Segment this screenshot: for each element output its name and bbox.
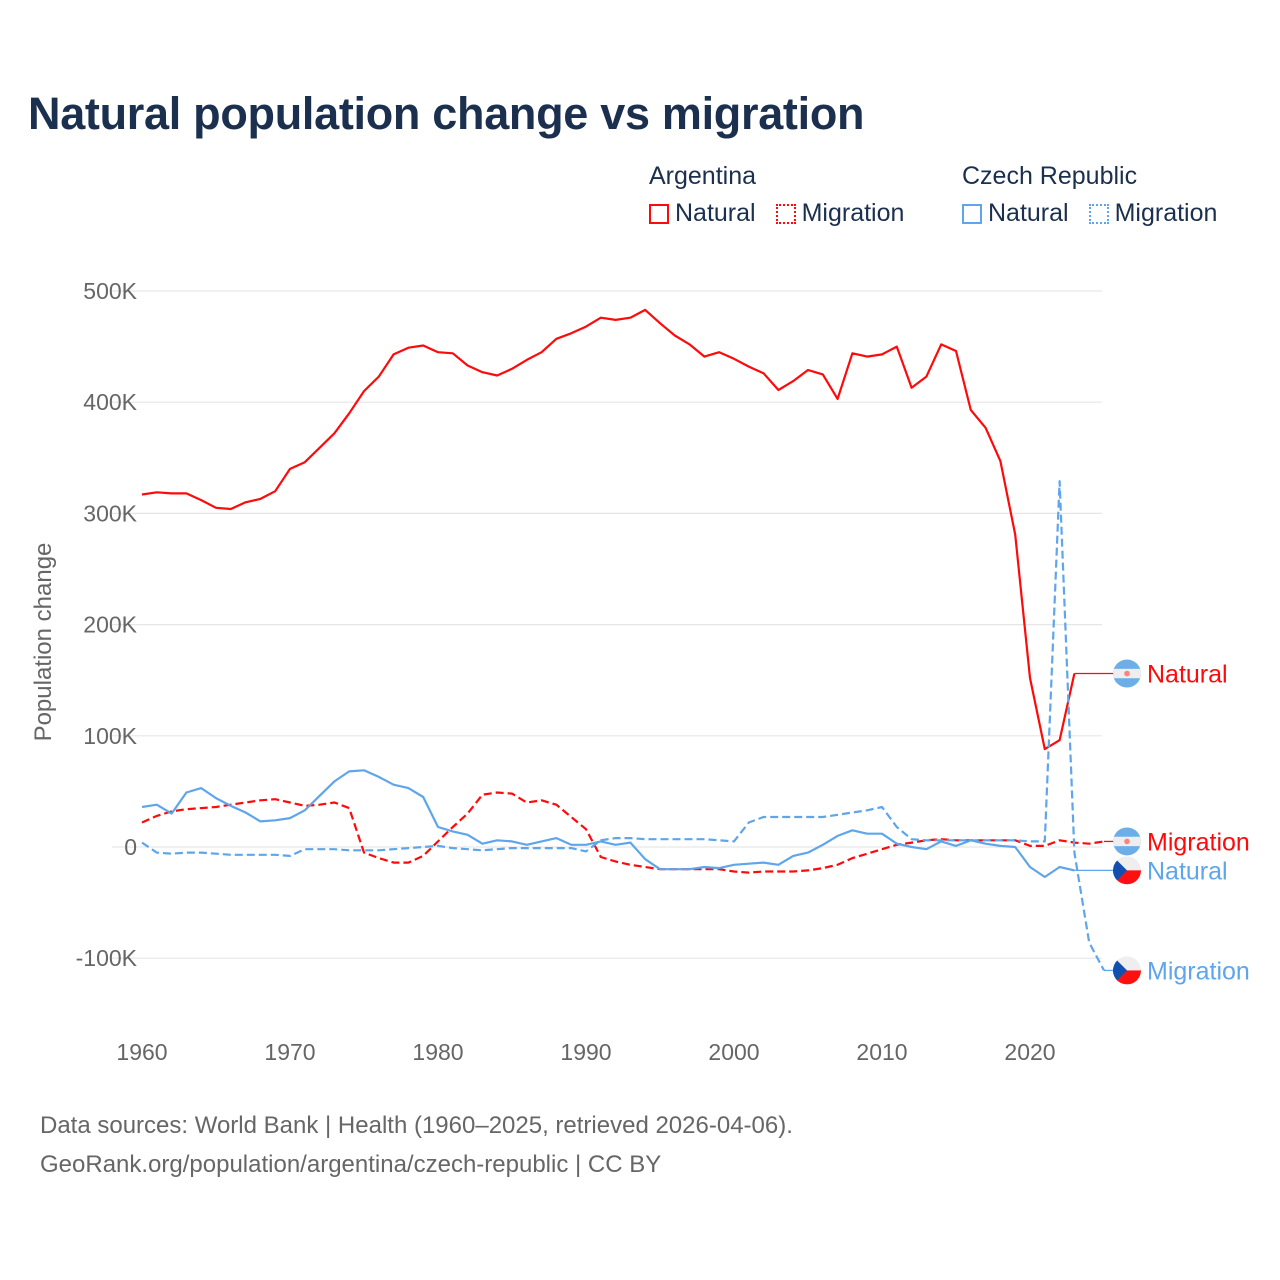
chart-title: Natural population change vs migration xyxy=(28,88,865,139)
x-tick-label: 1970 xyxy=(264,1039,315,1065)
legend-item-argentina-natural[interactable]: Natural xyxy=(649,199,756,228)
x-tick-label: 2000 xyxy=(708,1039,759,1065)
y-tick-label: 500K xyxy=(83,278,137,304)
y-tick-label: 200K xyxy=(83,612,137,638)
end-label: Natural xyxy=(1147,661,1228,689)
end-label: Migration xyxy=(1147,957,1250,985)
y-tick-label: 100K xyxy=(83,723,137,749)
legend-label: Migration xyxy=(801,199,905,227)
series-line-argentina-natural[interactable] xyxy=(141,308,1076,751)
czech-flag-icon xyxy=(1113,956,1141,985)
y-tick-label: 400K xyxy=(83,389,137,415)
legend-group-title: Argentina xyxy=(649,162,757,190)
y-axis-label: Population change xyxy=(30,543,57,742)
y-tick-label: -100K xyxy=(76,945,138,971)
x-tick-label: 1960 xyxy=(116,1039,167,1065)
legend-label: Natural xyxy=(988,199,1069,227)
series-line-czech-republic-natural[interactable] xyxy=(141,769,1075,879)
attribution-line: GeoRank.org/population/argentina/czech-r… xyxy=(40,1151,662,1178)
y-tick-label: 0 xyxy=(124,834,137,860)
end-label: Natural xyxy=(1147,857,1228,885)
legend-group-title: Czech Republic xyxy=(962,162,1138,190)
legend-group-argentina: Argentina Natural Migration xyxy=(649,162,924,228)
solid-swatch-icon xyxy=(649,203,669,224)
end-label: Migration xyxy=(1147,828,1250,856)
legend-item-czech-natural[interactable]: Natural xyxy=(962,199,1069,228)
y-tick-label: 300K xyxy=(83,500,137,526)
series-line-argentina-migration[interactable] xyxy=(141,791,1105,874)
legend-item-argentina-migration[interactable]: Migration xyxy=(775,199,905,228)
czech-flag-icon xyxy=(1113,856,1141,885)
dotted-swatch-icon xyxy=(775,203,796,224)
series-line-czech-republic-migration[interactable] xyxy=(141,480,1105,971)
x-tick-label: 1980 xyxy=(412,1039,463,1065)
legend-group-czech-republic: Czech Republic Natural Migration xyxy=(962,162,1237,228)
x-tick-label: 2010 xyxy=(856,1039,907,1065)
dotted-swatch-icon xyxy=(1088,203,1109,224)
x-tick-label: 2020 xyxy=(1004,1039,1055,1065)
argentina-flag-icon xyxy=(1113,827,1141,856)
argentina-flag-icon xyxy=(1113,659,1141,688)
legend-label: Migration xyxy=(1114,199,1218,227)
source-footer: Data sources: World Bank | Health (1960–… xyxy=(40,1106,793,1184)
x-tick-label: 1990 xyxy=(560,1039,611,1065)
source-line: Data sources: World Bank | Health (1960–… xyxy=(40,1112,793,1139)
legend-item-czech-migration[interactable]: Migration xyxy=(1088,199,1218,228)
legend-label: Natural xyxy=(675,199,756,227)
solid-swatch-icon xyxy=(962,203,982,224)
